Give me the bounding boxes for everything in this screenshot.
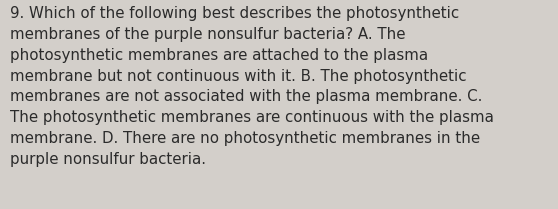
Text: 9. Which of the following best describes the photosynthetic
membranes of the pur: 9. Which of the following best describes… — [10, 6, 494, 167]
